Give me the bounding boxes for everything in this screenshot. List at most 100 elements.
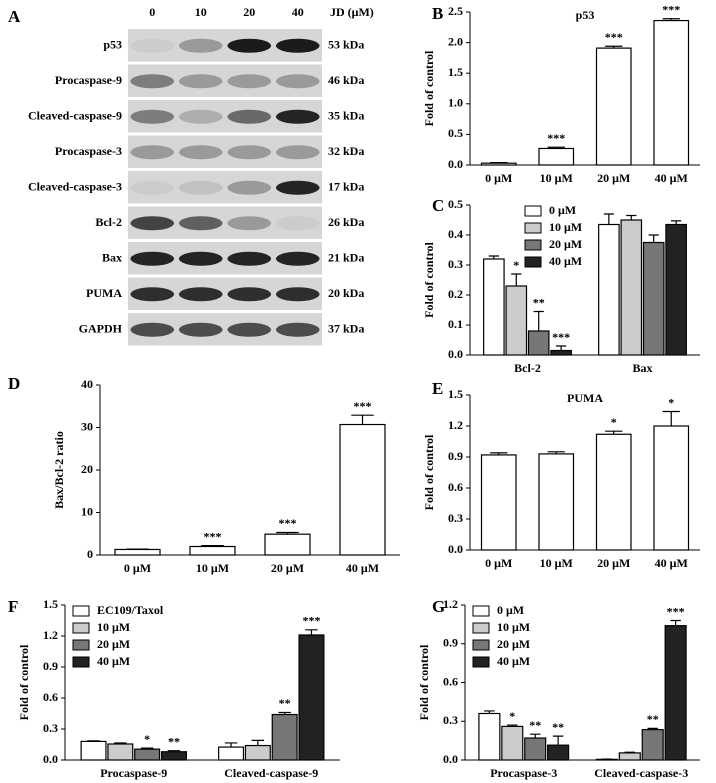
blot-band	[130, 251, 175, 266]
significance: ***	[279, 516, 297, 530]
y-tick-label: 0.0	[448, 542, 463, 556]
legend-swatch	[72, 622, 90, 634]
legend-label: EC109/Taxol	[97, 603, 164, 617]
bar	[524, 737, 547, 761]
size-label: 20 kDa	[328, 286, 364, 300]
bar	[218, 746, 245, 761]
x-tick-label: 20 μM	[597, 556, 630, 570]
y-axis-label: Fold of control	[422, 50, 436, 126]
error-bar	[603, 213, 614, 225]
y-tick-label: 0.9	[443, 636, 458, 650]
bar	[641, 729, 664, 761]
significance: **	[168, 734, 180, 748]
size-label: 37 kDa	[328, 322, 364, 336]
error-bar	[648, 234, 659, 243]
blot-band	[178, 180, 223, 195]
blot-band	[227, 74, 272, 89]
significance: ***	[552, 330, 570, 344]
y-axis-label: Fold of control	[417, 644, 431, 720]
error-bar	[490, 452, 508, 455]
blot-band	[178, 109, 223, 124]
significance: *	[144, 732, 150, 746]
bar	[642, 241, 665, 356]
y-tick-label: 1.5	[43, 597, 58, 611]
bar	[271, 713, 298, 761]
blot-band	[130, 38, 175, 53]
error-bar	[488, 255, 499, 259]
error-bar	[305, 629, 318, 635]
blot-band	[178, 287, 223, 302]
y-tick-label: 0.0	[443, 752, 458, 766]
bar	[114, 548, 161, 556]
y-tick-label: 0.5	[448, 126, 463, 140]
bar	[653, 425, 690, 551]
blot-band	[275, 251, 320, 266]
x-tick-label: Cleaved-caspase-3	[594, 766, 688, 780]
size-label: 17 kDa	[328, 180, 364, 194]
y-axis-label: Fold of control	[422, 241, 436, 317]
error-bar	[167, 750, 181, 752]
treatment-label: JD (μM)	[330, 5, 374, 19]
y-tick-label: 1.5	[448, 65, 463, 79]
blot-strip	[128, 135, 322, 168]
blot-band	[227, 180, 272, 195]
error-bar	[114, 742, 127, 744]
bar	[483, 258, 505, 356]
error-bar	[87, 740, 100, 742]
bar	[189, 545, 236, 556]
legend-swatch	[72, 605, 90, 617]
panel-letter: A	[8, 7, 21, 26]
blot-band	[130, 287, 175, 302]
error-bar	[670, 619, 681, 626]
blot-band	[130, 145, 175, 160]
blot-band	[275, 216, 320, 231]
blot-band	[178, 251, 223, 266]
x-tick-label: 10 μM	[540, 556, 573, 570]
error-bar	[511, 273, 522, 286]
y-tick-label: 1.2	[443, 597, 458, 611]
lane-label: 10	[195, 5, 207, 19]
legend-label: 40 μM	[549, 254, 582, 268]
y-tick-label: 20	[81, 462, 93, 476]
y-axis-label: Bax/Bcl-2 ratio	[52, 431, 66, 509]
significance: ***	[547, 131, 565, 145]
bar	[160, 751, 187, 761]
bar	[547, 744, 570, 761]
bar	[298, 634, 325, 761]
y-tick-label: 10	[81, 504, 93, 518]
error-bar	[626, 214, 637, 220]
chart-title: p53	[576, 8, 595, 22]
blot-band	[275, 180, 320, 195]
significance: **	[533, 295, 545, 309]
significance: ***	[204, 529, 222, 543]
blot-band	[275, 145, 320, 160]
blot-band	[227, 109, 272, 124]
blot-band	[178, 322, 223, 337]
blot-strip	[128, 64, 322, 97]
error-bar	[605, 430, 623, 435]
blot-band	[275, 109, 320, 124]
protein-label: Bcl-2	[95, 215, 122, 229]
y-tick-label: 0.5	[448, 197, 463, 211]
legend-swatch	[472, 639, 490, 651]
x-tick-label: Procaspase-3	[490, 766, 557, 780]
bar	[538, 453, 575, 551]
panel-letter: F	[8, 597, 18, 616]
bar	[339, 423, 386, 556]
x-tick-label: 40 μM	[655, 171, 688, 185]
y-tick-label: 0.0	[448, 157, 463, 171]
panel-letter: E	[432, 379, 443, 398]
error-bar	[140, 747, 154, 750]
error-bar	[547, 146, 565, 149]
legend-swatch	[472, 656, 490, 668]
blot-band	[227, 216, 272, 231]
error-bar	[662, 18, 680, 21]
error-bar	[533, 310, 544, 331]
legend-label: 20 μM	[97, 637, 130, 651]
blot-band	[227, 145, 272, 160]
lane-label: 20	[243, 5, 255, 19]
error-bar	[624, 751, 636, 753]
legend-label: 20 μM	[497, 637, 530, 651]
bar	[618, 752, 641, 761]
y-tick-label: 0.2	[448, 287, 463, 301]
